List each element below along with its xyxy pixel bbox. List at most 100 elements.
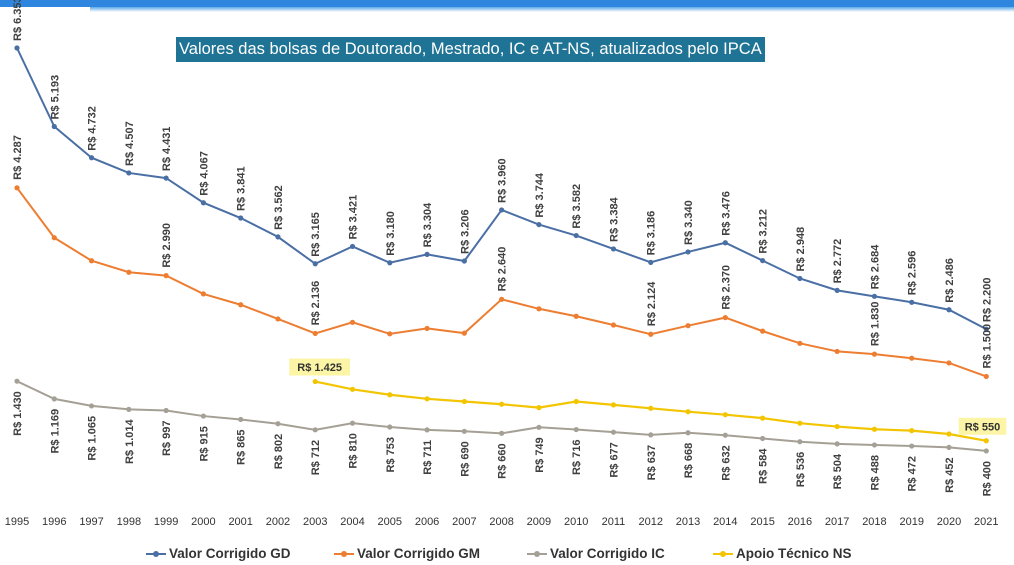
legend-label-gd: Valor Corrigido GD <box>169 546 291 561</box>
data-label-ic: R$ 712 <box>310 440 322 475</box>
data-point-ic <box>88 403 95 409</box>
chart-legend: Valor Corrigido GD Valor Corrigido GM Va… <box>0 544 1014 564</box>
data-point-gm <box>760 328 766 334</box>
x-tick-label: 2006 <box>415 516 439 528</box>
data-point-gd <box>722 240 728 246</box>
data-label-ic: R$ 997 <box>161 421 173 456</box>
data-label-gm: R$ 2.370 <box>720 265 732 310</box>
series-line-ns <box>315 380 987 442</box>
data-label-gm: R$ 2.640 <box>497 247 509 292</box>
data-point-gd <box>51 123 57 130</box>
x-tick-label: 2015 <box>750 516 774 528</box>
x-tick-label: 2014 <box>713 516 737 528</box>
data-point-ic <box>238 416 244 423</box>
x-tick-label: 2019 <box>899 516 923 528</box>
data-label-ic: R$ 677 <box>608 442 620 477</box>
data-label-gd: R$ 2.948 <box>795 227 807 272</box>
x-tick-label: 2003 <box>303 516 327 528</box>
data-point-gm <box>126 269 132 275</box>
data-label-gm: R$ 2.124 <box>646 281 658 327</box>
data-label-gd: R$ 3.186 <box>646 211 658 256</box>
data-point-ic <box>126 406 132 412</box>
x-tick-label: 2009 <box>527 516 551 528</box>
data-label-gd: R$ 2.772 <box>832 239 844 284</box>
x-tick-label: 2010 <box>564 516 588 528</box>
x-tick-label: 2001 <box>228 516 252 528</box>
data-point-ns <box>871 426 878 432</box>
data-point-ic <box>312 427 318 433</box>
data-label-ic: R$ 1.430 <box>12 391 24 436</box>
data-point-ns <box>760 415 766 421</box>
data-point-gm <box>238 302 244 308</box>
data-point-ic <box>760 435 766 442</box>
data-point-gm <box>424 325 430 332</box>
data-point-gd <box>461 258 467 264</box>
x-tick-label: 1996 <box>42 516 66 528</box>
data-point-gd <box>610 246 617 252</box>
data-label-ic: R$ 865 <box>236 429 248 464</box>
data-point-gm <box>610 322 617 328</box>
data-point-gd <box>163 175 169 181</box>
data-point-gm <box>349 319 356 325</box>
x-tick-label: 2004 <box>340 516 364 528</box>
legend-label-ic: Valor Corrigido IC <box>550 546 665 561</box>
data-point-ic <box>536 424 542 430</box>
data-point-ns <box>387 392 393 398</box>
x-tick-label: 1995 <box>5 516 29 528</box>
data-point-ic <box>946 444 952 451</box>
data-point-ic <box>275 421 281 427</box>
data-point-gd <box>238 215 244 221</box>
data-point-gm <box>163 273 169 279</box>
data-point-gm <box>871 351 878 357</box>
data-point-gm <box>312 330 318 337</box>
data-label-ic: R$ 716 <box>571 440 583 475</box>
data-point-ic <box>834 441 840 447</box>
data-label-ns: R$ 1.425 <box>297 362 342 374</box>
data-label-ic: R$ 504 <box>832 453 844 489</box>
x-tick-label: 1997 <box>79 516 103 528</box>
data-point-gd <box>871 293 878 299</box>
data-point-gd <box>349 243 356 250</box>
data-point-gm <box>648 331 654 337</box>
data-label-gd: R$ 4.507 <box>124 121 136 166</box>
data-point-gm <box>573 313 579 319</box>
x-tick-label: 2012 <box>639 516 663 528</box>
data-point-gd <box>648 259 654 265</box>
data-label-gm: R$ 1.500 <box>981 324 993 369</box>
data-point-gm <box>387 331 393 337</box>
data-point-ic <box>163 407 169 414</box>
data-point-ic <box>685 430 691 436</box>
data-label-gm: R$ 2.136 <box>310 281 322 326</box>
data-label-ic: R$ 711 <box>422 440 434 475</box>
data-point-gd <box>312 261 318 267</box>
data-label-ic: R$ 536 <box>795 452 807 487</box>
data-label-gm: R$ 1.830 <box>869 301 881 346</box>
data-point-gm <box>983 373 989 380</box>
data-label-gd: R$ 6.353 <box>12 0 24 41</box>
data-point-gm <box>685 323 691 329</box>
data-point-ns <box>946 431 952 437</box>
data-point-gd <box>834 287 840 293</box>
data-point-gm <box>946 360 952 366</box>
x-tick-label: 2013 <box>676 516 700 528</box>
data-label-ic: R$ 753 <box>385 437 397 472</box>
data-label-gm: R$ 2.990 <box>161 223 173 268</box>
data-point-gd <box>424 251 430 257</box>
data-label-ic: R$ 690 <box>459 441 471 476</box>
data-point-gd <box>909 299 915 305</box>
data-point-gm <box>200 291 206 297</box>
data-label-gd: R$ 3.960 <box>497 158 509 203</box>
x-tick-label: 2008 <box>489 516 513 528</box>
data-label-gd: R$ 3.476 <box>720 191 732 236</box>
data-label-ic: R$ 810 <box>348 433 360 468</box>
x-tick-label: 1999 <box>154 516 178 528</box>
data-point-gm <box>275 316 281 322</box>
data-point-ic <box>51 396 57 402</box>
data-point-gd <box>387 260 393 266</box>
data-point-ic <box>648 432 654 438</box>
chart-title: Valores das bolsas de Doutorado, Mestrad… <box>176 37 765 62</box>
data-label-gd: R$ 3.582 <box>571 184 583 229</box>
data-point-ns <box>312 378 318 385</box>
data-point-ic <box>610 429 617 435</box>
x-tick-label: 2017 <box>825 516 849 528</box>
